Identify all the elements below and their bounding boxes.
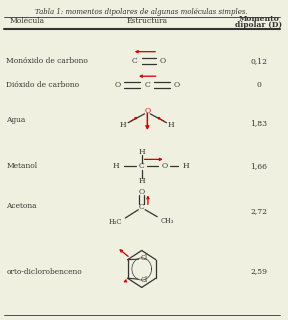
Text: O: O xyxy=(160,57,166,65)
Text: O: O xyxy=(139,188,145,196)
Text: 0: 0 xyxy=(256,81,261,89)
Text: H: H xyxy=(139,148,145,156)
Text: 2,72: 2,72 xyxy=(250,207,267,215)
Text: 1,83: 1,83 xyxy=(250,119,267,127)
Text: C: C xyxy=(132,57,138,65)
Text: Estructura: Estructura xyxy=(127,17,168,25)
Text: Metanol: Metanol xyxy=(6,162,37,170)
Text: orto-diclorobenceno: orto-diclorobenceno xyxy=(6,268,82,276)
Text: Cl: Cl xyxy=(140,276,147,284)
Text: Dióxido de carbono: Dióxido de carbono xyxy=(6,81,79,89)
Text: Acetona: Acetona xyxy=(6,202,37,210)
Text: Monóxido de carbono: Monóxido de carbono xyxy=(6,57,88,65)
Text: O: O xyxy=(174,81,180,89)
Text: C: C xyxy=(139,162,145,170)
Text: H: H xyxy=(120,121,127,129)
Text: dipolar (D): dipolar (D) xyxy=(235,21,282,29)
Text: H: H xyxy=(139,177,145,185)
Text: C: C xyxy=(145,81,150,89)
Text: O: O xyxy=(144,107,150,115)
Text: Tabla 1: momentos dipolares de algunas moléculas simples.: Tabla 1: momentos dipolares de algunas m… xyxy=(35,8,248,16)
Text: Cl: Cl xyxy=(141,254,148,262)
Text: Molécula: Molécula xyxy=(9,17,44,25)
Text: Agua: Agua xyxy=(6,116,26,124)
Text: 2,59: 2,59 xyxy=(250,268,267,276)
Text: H₃C: H₃C xyxy=(108,218,122,226)
Text: O: O xyxy=(161,162,167,170)
Text: C: C xyxy=(139,203,145,211)
Text: CH₃: CH₃ xyxy=(160,217,174,225)
Text: O: O xyxy=(115,81,121,89)
Text: H: H xyxy=(182,162,189,170)
Text: 1,66: 1,66 xyxy=(250,162,267,170)
Text: H: H xyxy=(113,162,120,170)
Text: Momento: Momento xyxy=(238,15,279,23)
Text: 0,12: 0,12 xyxy=(250,57,267,65)
Text: H: H xyxy=(168,121,175,129)
